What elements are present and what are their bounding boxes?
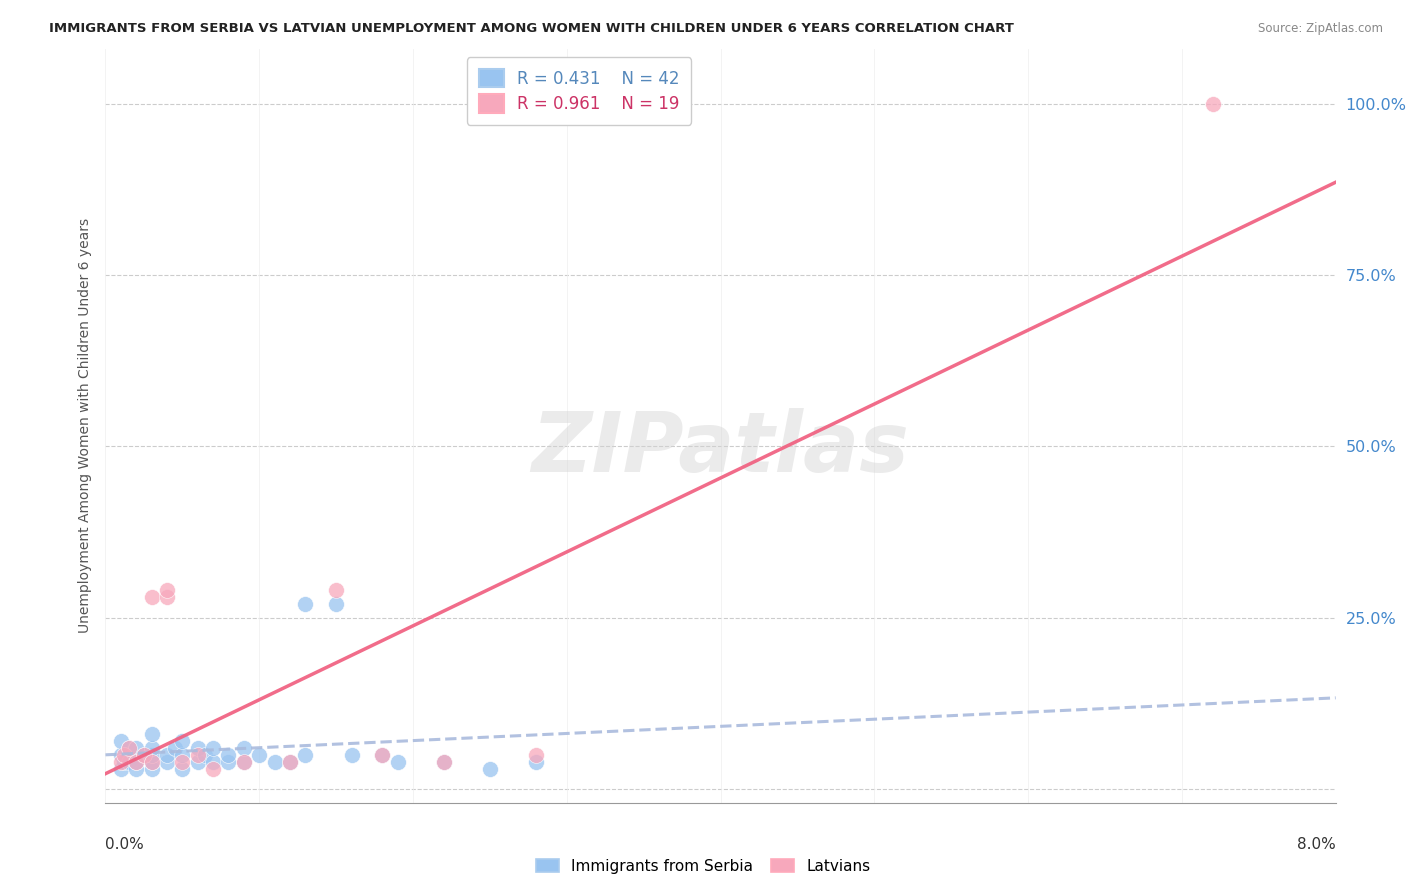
Point [141,747,163,762]
Point [117,755,139,769]
Point [263,755,285,769]
Point [112,747,135,762]
Point [172,734,194,748]
Point [371,747,394,762]
Point [232,755,254,769]
Point [110,747,132,762]
Point [187,741,209,756]
Point [125,762,148,776]
Point [112,755,135,769]
Text: Source: ZipAtlas.com: Source: ZipAtlas.com [1258,22,1384,36]
Legend: Immigrants from Serbia, Latvians: Immigrants from Serbia, Latvians [530,853,876,880]
Text: 8.0%: 8.0% [1296,837,1336,852]
Point [218,755,240,769]
Point [294,597,316,611]
Point [325,597,347,611]
Point [340,747,363,762]
Point [187,747,209,762]
Point [232,741,254,756]
Point [141,755,163,769]
Point [156,583,179,598]
Point [132,747,155,762]
Point [524,755,547,769]
Text: IMMIGRANTS FROM SERBIA VS LATVIAN UNEMPLOYMENT AMONG WOMEN WITH CHILDREN UNDER 6: IMMIGRANTS FROM SERBIA VS LATVIAN UNEMPL… [49,22,1014,36]
Point [187,755,209,769]
Point [1201,96,1223,111]
Point [247,747,270,762]
Point [524,747,547,762]
Text: 0.0%: 0.0% [105,837,145,852]
Point [132,747,155,762]
Point [141,591,163,605]
Point [325,583,347,598]
Point [110,734,132,748]
Point [110,755,132,769]
Point [141,755,163,769]
Point [387,755,409,769]
Point [202,741,225,756]
Point [125,741,148,756]
Point [194,747,217,762]
Text: ZIPatlas: ZIPatlas [531,408,910,489]
Point [371,747,394,762]
Point [294,747,316,762]
Point [117,741,139,756]
Point [125,755,148,769]
Point [156,747,179,762]
Point [141,762,163,776]
Point [278,755,301,769]
Point [156,591,179,605]
Point [163,741,186,756]
Y-axis label: Unemployment Among Women with Children Under 6 years: Unemployment Among Women with Children U… [77,219,91,633]
Point [125,755,148,769]
Point [141,727,163,741]
Point [433,755,456,769]
Point [202,755,225,769]
Point [218,747,240,762]
Point [478,762,501,776]
Point [117,741,139,756]
Point [172,755,194,769]
Point [110,762,132,776]
Point [172,747,194,762]
Point [156,755,179,769]
Point [172,762,194,776]
Point [141,741,163,756]
Point [433,755,456,769]
Legend: R = 0.431    N = 42, R = 0.961    N = 19: R = 0.431 N = 42, R = 0.961 N = 19 [467,57,692,125]
Point [232,755,254,769]
Point [202,762,225,776]
Point [278,755,301,769]
